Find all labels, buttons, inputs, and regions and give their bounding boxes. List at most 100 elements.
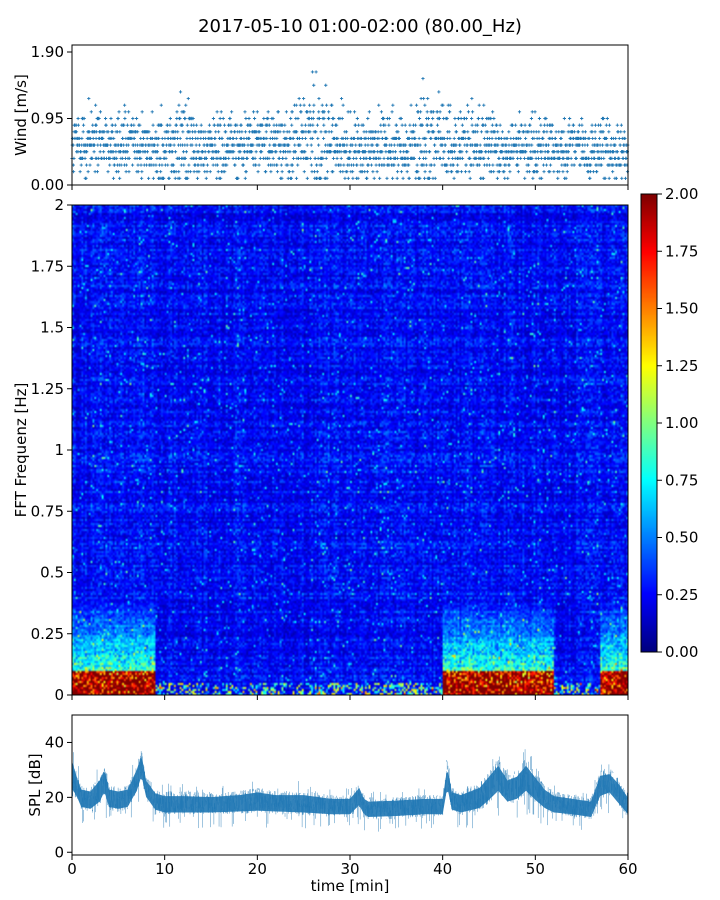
wind-point — [593, 156, 597, 160]
wind-point — [427, 176, 432, 180]
wind-point — [136, 163, 140, 167]
wind-point — [145, 150, 150, 154]
wind-point — [92, 150, 96, 154]
wind-point — [499, 136, 504, 141]
wind-point — [524, 150, 528, 154]
wind-point — [291, 170, 295, 174]
wind-point — [516, 156, 520, 160]
wind-point — [303, 123, 308, 127]
wind-point — [193, 130, 197, 134]
wind-point — [87, 96, 91, 101]
wind-point — [178, 116, 182, 121]
wind-point — [254, 163, 258, 167]
wind-point — [600, 143, 605, 147]
wind-point — [87, 130, 91, 134]
colorbar: 0.00 0.25 0.50 0.75 1.00 1.25 1.50 1.75 2.00 — [640, 185, 698, 661]
wind-point — [502, 170, 506, 174]
wind-point — [498, 123, 502, 127]
wind-point — [535, 170, 539, 174]
spl-xtick-label: 50 — [526, 860, 545, 878]
wind-point — [144, 163, 149, 167]
wind-point — [225, 163, 229, 167]
wind-point — [432, 163, 436, 167]
spectrogram-ylabel: FFT Frequenz [Hz] — [12, 383, 30, 518]
wind-point — [249, 123, 253, 127]
figure-title: 2017-05-10 01:00-02:00 (80.00_Hz) — [198, 16, 522, 37]
wind-point — [94, 136, 98, 141]
wind-point — [443, 143, 447, 147]
wind-point — [450, 170, 454, 174]
wind-point — [314, 130, 318, 134]
wind-point — [290, 123, 294, 127]
wind-point — [354, 143, 358, 147]
wind-point — [486, 156, 490, 160]
wind-point — [232, 143, 236, 147]
wind-point — [96, 143, 100, 147]
wind-point — [285, 136, 289, 141]
wind-point — [399, 116, 403, 121]
wind-point — [109, 116, 113, 121]
wind-point — [424, 156, 428, 160]
wind-point — [536, 156, 541, 160]
wind-point — [268, 143, 272, 147]
wind-point — [433, 176, 437, 180]
wind-point — [247, 136, 251, 141]
wind-point — [242, 143, 247, 147]
wind-point — [276, 110, 280, 114]
wind-point — [507, 130, 511, 134]
wind-point — [619, 163, 623, 167]
wind-point — [215, 110, 219, 114]
wind-point — [232, 150, 236, 154]
wind-point — [482, 156, 486, 160]
wind-point — [602, 156, 606, 160]
wind-point — [275, 170, 280, 174]
wind-point — [382, 156, 386, 160]
wind-point — [284, 156, 288, 160]
wind-point — [531, 176, 535, 180]
wind-point — [228, 116, 232, 121]
wind-point — [89, 110, 93, 114]
wind-point — [288, 150, 292, 154]
wind-point — [207, 150, 211, 154]
wind-point — [585, 143, 590, 147]
wind-point — [187, 163, 191, 167]
wind-point — [182, 163, 186, 167]
wind-point — [255, 110, 259, 114]
wind-point — [609, 143, 613, 147]
wind-point — [108, 163, 112, 167]
colorbar-tick-label: 0.25 — [665, 586, 698, 604]
wind-point — [446, 170, 450, 174]
wind-point — [548, 163, 553, 167]
wind-point — [576, 130, 581, 134]
wind-point — [476, 116, 481, 121]
wind-point — [332, 116, 336, 121]
wind-point — [172, 143, 176, 147]
wind-point — [302, 96, 306, 101]
wind-point — [448, 136, 452, 141]
wind-point — [257, 163, 261, 167]
wind-point — [568, 116, 572, 121]
wind-point — [400, 123, 404, 127]
wind-point — [141, 136, 146, 141]
wind-point — [122, 143, 126, 147]
wind-point — [351, 176, 355, 180]
wind-point — [578, 143, 582, 147]
wind-point — [479, 130, 484, 134]
wind-point — [125, 123, 130, 127]
wind-point — [251, 143, 255, 147]
wind-point — [542, 170, 546, 174]
wind-point — [375, 170, 379, 174]
wind-point — [127, 156, 131, 160]
wind-point — [303, 136, 308, 141]
wind-point — [298, 103, 302, 107]
wind-point — [544, 163, 549, 167]
wind-point — [598, 123, 603, 127]
wind-point — [379, 110, 384, 114]
wind-point — [277, 156, 282, 160]
wind-point — [166, 130, 170, 134]
wind-point — [331, 156, 336, 160]
wind-point — [296, 163, 300, 167]
wind-point — [194, 143, 198, 147]
wind-point — [315, 163, 319, 167]
wind-point — [494, 150, 499, 154]
